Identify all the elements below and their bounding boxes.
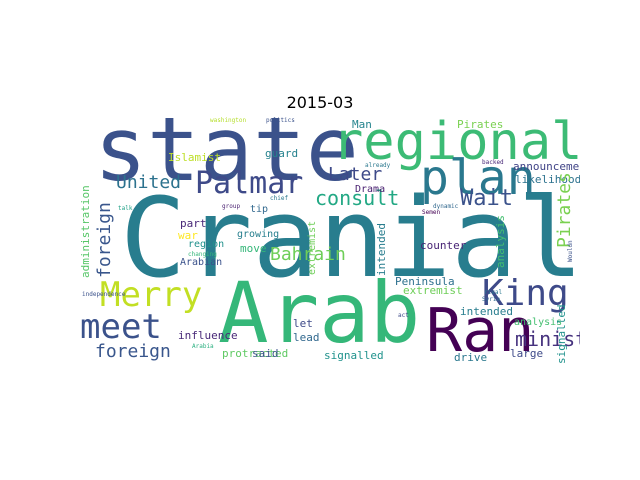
word-arabia: Arabia	[192, 343, 214, 350]
word-said: analysis	[514, 317, 563, 328]
word-protracted: intended	[460, 305, 513, 318]
word-intended: intended	[375, 223, 388, 276]
word-attributed: drive	[454, 351, 488, 364]
word-already: already	[365, 162, 391, 169]
word-palmar: Palmar	[195, 166, 304, 201]
word-wouldn: Wouldn	[567, 240, 574, 262]
word-pirates: Pirates	[554, 172, 575, 248]
word-talk: talk	[118, 205, 133, 212]
word-deal: protracted	[222, 347, 289, 360]
word-wait: Wait	[460, 186, 513, 211]
word-secretary: said	[252, 347, 279, 360]
word-state: state	[94, 116, 359, 201]
word-interference: signalled	[324, 349, 384, 362]
word-region: part	[180, 217, 207, 230]
word-counter: move	[240, 242, 267, 255]
word-chief: chief	[270, 195, 289, 202]
word-drama: announcement	[513, 160, 580, 173]
word-guard: likelihood	[515, 173, 580, 186]
word-peninsula: Arabian	[180, 257, 223, 268]
word-likelihood: Man	[352, 118, 372, 131]
word-meet: meet	[80, 307, 162, 347]
word-dynamic: dynamic	[433, 203, 459, 210]
word-semen: Semen	[422, 209, 441, 216]
word-changing: changing	[188, 251, 217, 258]
word-united: United	[116, 172, 182, 193]
word-consult: consult	[315, 186, 400, 210]
word-move: region	[188, 239, 225, 250]
word-foreign: foreign	[94, 202, 115, 278]
word-let: counter	[420, 239, 467, 252]
word-drive: lead	[293, 331, 320, 344]
word-cloud: Cranial state Arab regional Ran plan Pal…	[80, 116, 580, 366]
word-egyptian: large	[510, 347, 544, 360]
word-regional: regional	[332, 116, 580, 172]
word-minister: Bahrain	[270, 244, 346, 265]
word-influence: extremist	[403, 284, 463, 297]
word-large: let	[293, 317, 313, 330]
word-independence: independence	[82, 291, 126, 298]
word-backed: backed	[482, 159, 504, 166]
word-islamist: Drama	[355, 184, 386, 195]
word-arabian: growing	[237, 229, 280, 240]
word-part: Islamist	[168, 151, 221, 164]
word-arab: Arab	[218, 264, 421, 362]
word-growing: war	[178, 229, 198, 242]
word-group: group	[222, 203, 241, 210]
word-plan: plan	[420, 150, 536, 206]
word-bahrain: foreign	[95, 341, 171, 362]
word-analysis: analysis	[494, 215, 507, 268]
word-act: act	[398, 312, 409, 319]
word-cranial: Cranial	[120, 174, 580, 302]
plot-title: 2015-03	[286, 93, 354, 112]
word-administration: administration	[80, 185, 92, 278]
word-man: minister	[515, 327, 580, 351]
word-announcement: Pirates	[457, 118, 504, 131]
word-merry: Merry	[100, 275, 203, 315]
word-extremist: extremist	[307, 220, 318, 275]
word-ground: influence	[178, 329, 238, 342]
word-rival: rival	[484, 289, 503, 296]
word-signalled: signalled	[555, 304, 568, 364]
word-ran: Ran	[426, 296, 535, 366]
word-politics: politics	[266, 117, 295, 124]
word-war: tip	[250, 204, 269, 215]
word-tip: guard	[265, 147, 299, 160]
word-king: King	[482, 273, 569, 314]
word-lead: Peninsula	[395, 275, 455, 288]
word-washington: washington	[210, 117, 247, 124]
word-later: Later	[328, 164, 383, 185]
word-syria: Syria	[482, 296, 501, 303]
